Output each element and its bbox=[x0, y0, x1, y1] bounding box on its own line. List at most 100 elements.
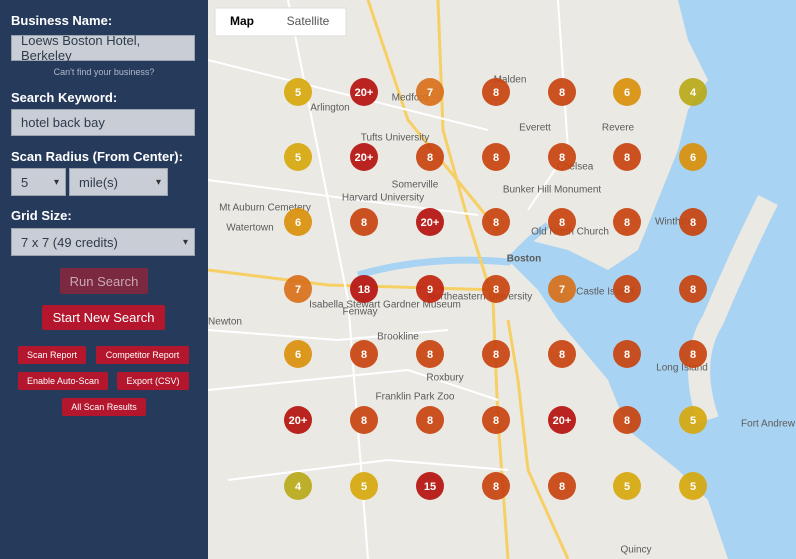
map-tab[interactable]: Map bbox=[230, 14, 254, 28]
rank-marker[interactable]: 8 bbox=[350, 406, 378, 434]
place-label: Fenway bbox=[342, 307, 377, 318]
auto-scan-button[interactable]: Enable Auto-Scan bbox=[18, 372, 108, 390]
map-type-toggle: Map Satellite bbox=[214, 7, 347, 37]
unit-select[interactable]: mile(s) bbox=[69, 168, 168, 196]
rank-marker[interactable]: 8 bbox=[613, 143, 641, 171]
label: Scan Radius (From Center): bbox=[11, 149, 183, 164]
rank-marker[interactable]: 8 bbox=[679, 208, 707, 236]
rank-marker[interactable]: 5 bbox=[679, 472, 707, 500]
marker-dot bbox=[284, 208, 312, 236]
rank-marker[interactable]: 4 bbox=[284, 472, 312, 500]
marker-dot bbox=[482, 208, 510, 236]
satellite-tab[interactable]: Satellite bbox=[287, 14, 330, 28]
keyword-input[interactable]: hotel back bay bbox=[11, 109, 195, 136]
rank-marker[interactable]: 18 bbox=[350, 275, 378, 303]
radius-select[interactable]: 5 bbox=[11, 168, 66, 196]
marker-dot bbox=[679, 143, 707, 171]
rank-markers: 5 20+ 7 8 8 6 4 5 20+ 8 8 8 8 6 6 8 20+ 8 8 8 8 7 18 9 8 7 8 8 6 8 8 8 8… bbox=[284, 78, 707, 500]
run-search-button[interactable]: Run Search bbox=[60, 268, 148, 294]
marker-rank: 8 bbox=[361, 415, 367, 427]
marker-rank: 8 bbox=[493, 415, 499, 427]
rank-marker[interactable]: 8 bbox=[482, 208, 510, 236]
rank-marker[interactable]: 8 bbox=[482, 340, 510, 368]
rank-marker[interactable]: 20+ bbox=[284, 406, 312, 434]
marker-dot bbox=[284, 472, 312, 500]
rank-marker[interactable]: 20+ bbox=[416, 208, 444, 236]
competitor-report-button[interactable]: Competitor Report bbox=[96, 346, 189, 364]
rank-marker[interactable]: 8 bbox=[350, 340, 378, 368]
marker-dot bbox=[679, 275, 707, 303]
marker-dot bbox=[613, 208, 641, 236]
rank-marker[interactable]: 8 bbox=[416, 406, 444, 434]
marker-rank: 8 bbox=[361, 349, 367, 361]
rank-marker[interactable]: 15 bbox=[416, 472, 444, 500]
rank-marker[interactable]: 20+ bbox=[350, 143, 378, 171]
marker-rank: 5 bbox=[624, 481, 630, 493]
marker-dot bbox=[416, 143, 444, 171]
rank-marker[interactable]: 8 bbox=[416, 143, 444, 171]
rank-marker[interactable]: 9 bbox=[416, 275, 444, 303]
rank-marker[interactable]: 5 bbox=[350, 472, 378, 500]
rank-marker[interactable]: 7 bbox=[416, 78, 444, 106]
place-label: Somerville bbox=[392, 180, 439, 191]
rank-marker[interactable]: 6 bbox=[679, 143, 707, 171]
rank-marker[interactable]: 6 bbox=[284, 340, 312, 368]
marker-dot bbox=[548, 275, 576, 303]
label: Business Name: bbox=[11, 13, 113, 28]
marker-dot bbox=[613, 472, 641, 500]
marker-rank: 8 bbox=[624, 349, 630, 361]
marker-rank: 8 bbox=[361, 217, 367, 229]
rank-marker[interactable]: 8 bbox=[613, 208, 641, 236]
rank-marker[interactable]: 5 bbox=[284, 143, 312, 171]
rank-marker[interactable]: 8 bbox=[482, 143, 510, 171]
rank-marker[interactable]: 5 bbox=[679, 406, 707, 434]
rank-marker[interactable]: 8 bbox=[350, 208, 378, 236]
label: Search Keyword: bbox=[11, 90, 118, 105]
rank-marker[interactable]: 8 bbox=[679, 275, 707, 303]
export-button[interactable]: Export (CSV) bbox=[117, 372, 189, 390]
rank-marker[interactable]: 8 bbox=[613, 275, 641, 303]
scan-report-button[interactable]: Scan Report bbox=[18, 346, 86, 364]
rank-marker[interactable]: 8 bbox=[548, 208, 576, 236]
rank-marker[interactable]: 4 bbox=[679, 78, 707, 106]
rank-marker[interactable]: 8 bbox=[613, 406, 641, 434]
rank-marker[interactable]: 6 bbox=[284, 208, 312, 236]
rank-marker[interactable]: 8 bbox=[679, 340, 707, 368]
rank-marker[interactable]: 8 bbox=[613, 340, 641, 368]
marker-rank: 8 bbox=[493, 349, 499, 361]
marker-rank: 8 bbox=[559, 217, 565, 229]
grid-select[interactable]: 7 x 7 (49 credits) bbox=[11, 228, 195, 256]
rank-marker[interactable]: 8 bbox=[548, 143, 576, 171]
rank-marker[interactable]: 8 bbox=[548, 78, 576, 106]
rank-marker[interactable]: 20+ bbox=[548, 406, 576, 434]
rank-marker[interactable]: 5 bbox=[284, 78, 312, 106]
rank-marker[interactable]: 7 bbox=[548, 275, 576, 303]
start-new-button[interactable]: Start New Search bbox=[42, 305, 165, 330]
marker-dot bbox=[613, 78, 641, 106]
marker-dot bbox=[548, 406, 576, 434]
rank-marker[interactable]: 8 bbox=[482, 78, 510, 106]
rank-marker[interactable]: 8 bbox=[548, 472, 576, 500]
rank-marker[interactable]: 8 bbox=[482, 275, 510, 303]
rank-marker[interactable]: 8 bbox=[416, 340, 444, 368]
marker-rank: 8 bbox=[690, 349, 696, 361]
rank-marker[interactable]: 20+ bbox=[350, 78, 378, 106]
map[interactable]: Map Satellite Boston Somerville Brookline C… bbox=[208, 0, 796, 559]
rank-marker[interactable]: 5 bbox=[613, 472, 641, 500]
rank-marker[interactable]: 6 bbox=[613, 78, 641, 106]
rank-marker[interactable]: 8 bbox=[548, 340, 576, 368]
rank-marker[interactable]: 7 bbox=[284, 275, 312, 303]
marker-dot bbox=[416, 275, 444, 303]
marker-dot bbox=[482, 472, 510, 500]
place-label: Harvard University bbox=[342, 193, 424, 204]
marker-rank: 20+ bbox=[553, 415, 572, 427]
marker-dot bbox=[416, 208, 444, 236]
marker-rank: 6 bbox=[690, 152, 696, 164]
rank-marker[interactable]: 8 bbox=[482, 406, 510, 434]
marker-rank: 6 bbox=[295, 349, 301, 361]
all-results-button[interactable]: All Scan Results bbox=[62, 398, 146, 416]
link[interactable]: Can't find your business? bbox=[53, 67, 155, 77]
rank-marker[interactable]: 8 bbox=[482, 472, 510, 500]
business-input[interactable]: Loews Boston Hotel, Berkeley bbox=[11, 33, 195, 63]
